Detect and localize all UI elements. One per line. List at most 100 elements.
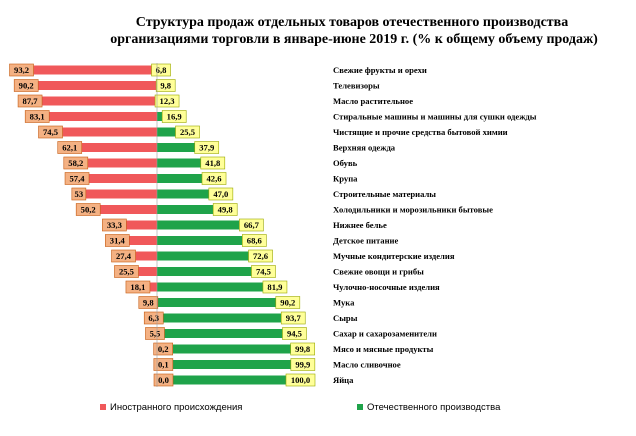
data-label-box-foreign [111,249,136,263]
bar-domestic [157,360,312,369]
bar-domestic [157,267,273,276]
bar-foreign [74,189,157,199]
bars-layer: 93,2 6,8 Свежие фрукты и орехи 90,2 9,8 Телев… [9,63,537,387]
bar-foreign [79,205,157,214]
data-label-box-domestic [161,110,187,123]
data-label-box-foreign [145,327,165,340]
category-label: Стиральные машины и машины для сушки оде… [333,112,537,122]
data-label-box-foreign [153,342,173,356]
data-label-box-domestic [285,373,316,387]
data-label-domestic: 100,0 [291,375,310,385]
data-label-box-domestic [151,63,171,77]
data-label-domestic: 72,6 [253,251,269,261]
bar-domestic [157,158,222,168]
data-label-foreign: 0,1 [158,360,169,370]
category-label: Строительные материалы [333,189,436,199]
data-label-foreign: 74,5 [43,127,58,137]
bar-foreign [21,96,157,106]
data-label-box-domestic [290,358,316,371]
data-label-box-domestic [212,203,238,216]
category-label: Мучные кондитерские изделия [333,251,455,261]
data-label-foreign: 0,0 [158,375,169,385]
data-label-box-domestic [175,125,200,139]
category-label: Верхняя одежда [333,143,396,153]
data-label-domestic: 25,5 [180,127,195,137]
data-label-box-domestic [155,79,176,92]
bar-domestic [157,313,303,323]
legend-swatch-domestic [357,404,363,410]
data-label-domestic: 74,5 [256,267,271,277]
data-label-domestic: 99,9 [295,360,310,370]
data-label-domestic: 41,8 [205,158,221,168]
data-label-domestic: 16,9 [167,112,182,122]
data-label-domestic: 47,0 [213,189,228,199]
data-label-foreign: 58,2 [68,158,83,168]
data-label-box-domestic [242,234,267,247]
data-label-box-domestic [248,249,273,263]
data-label-box-domestic [290,342,315,356]
bar-domestic [157,174,224,183]
data-label-domestic: 12,3 [160,96,175,106]
data-label-domestic: 37,9 [199,143,214,153]
bar-foreign [60,143,158,152]
chart-title-line-1: Структура продаж отдельных товаров отече… [136,15,568,30]
chart-title-line-2: организациями торговли в январе-июне 201… [110,32,598,47]
data-label-box-foreign [153,358,174,371]
data-label-domestic: 49,8 [218,205,234,215]
bar-domestic [157,329,304,338]
data-label-box-foreign [9,63,34,77]
category-label: Масло растительное [333,96,413,106]
data-label-foreign: 83,1 [30,112,45,122]
bar-foreign [108,236,157,245]
category-label: Холодильники и морозильники бытовые [333,205,493,215]
bar-domestic [157,205,235,214]
data-label-domestic: 93,7 [286,313,302,323]
data-label-box-foreign [153,373,174,387]
bar-foreign [41,127,157,137]
legend: Иностранного происхождения Отечественног… [100,402,501,413]
data-label-foreign: 27,4 [116,251,132,261]
category-label: Телевизоры [333,81,380,91]
data-label-foreign: 9,8 [143,298,154,308]
bar-foreign [66,158,157,168]
data-label-box-foreign [114,265,139,278]
bar-domestic [157,282,284,292]
data-label-foreign: 18,1 [130,282,145,292]
category-label: Сыры [333,313,358,323]
bar-foreign [105,220,157,230]
data-label-box-foreign [64,172,90,185]
category-label: Масло сливочное [333,360,401,370]
data-label-foreign: 50,2 [81,205,96,215]
data-label-domestic: 42,6 [207,174,223,184]
category-label: Яйца [333,375,354,385]
data-label-box-foreign [13,79,39,92]
data-label-foreign: 93,2 [14,65,29,75]
data-label-domestic: 94,5 [287,329,302,339]
data-label-domestic: 66,7 [244,220,260,230]
data-label-box-foreign [24,110,50,123]
category-label: Чулочно-носочные изделия [333,282,440,292]
data-label-box-foreign [125,280,151,294]
data-label-domestic: 90,2 [280,298,295,308]
data-label-foreign: 25,5 [119,267,134,277]
data-label-box-foreign [63,156,89,170]
data-label-box-foreign [102,218,127,232]
category-label: Чистящие и прочие средства бытовой химии [333,127,508,137]
legend-label-domestic: Отечественного производства [367,402,501,413]
category-label: Сахар и сахарозаменители [333,329,437,339]
data-label-box-domestic [154,94,180,108]
bar-foreign [17,81,157,90]
category-label: Свежие овощи и грибы [333,267,424,277]
data-label-foreign: 57,4 [70,174,86,184]
data-label-domestic: 9,8 [160,81,171,91]
category-label: Мясо и мясные продукты [333,344,434,354]
bar-domestic [157,251,270,261]
data-label-box-domestic [239,218,264,232]
data-label-box-foreign [17,94,43,108]
data-label-domestic: 99,8 [295,344,311,354]
data-label-foreign: 62,1 [62,143,77,153]
data-label-domestic: 81,9 [267,282,282,292]
category-label: Мука [333,298,355,308]
category-label: Крупа [333,174,358,184]
